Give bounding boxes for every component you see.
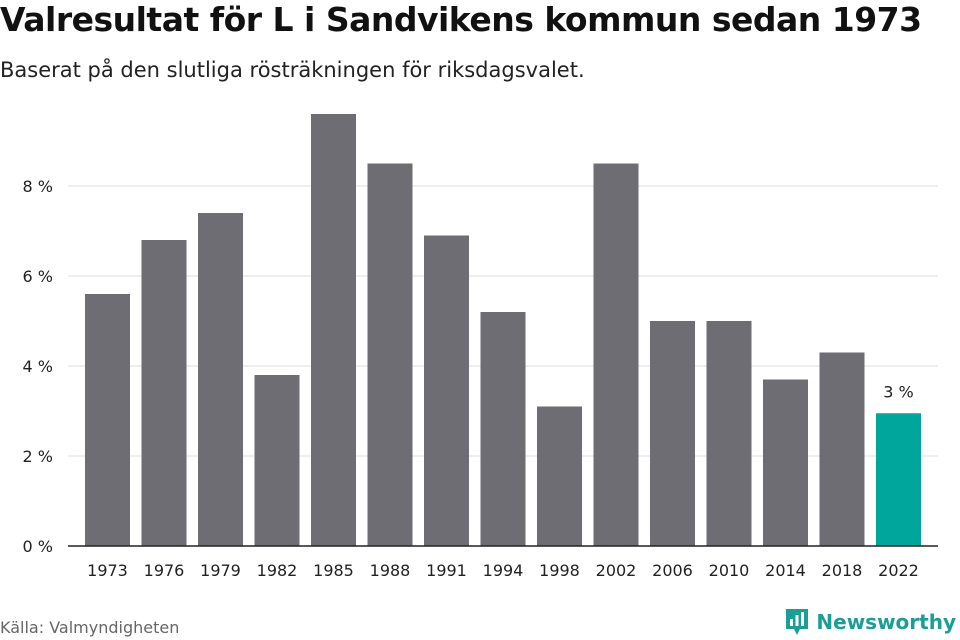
source-note: Källa: Valmyndigheten [0,618,180,637]
y-tick-label: 8 % [23,177,53,196]
bar-chart-logo-icon [786,609,809,635]
page-title: Valresultat för L i Sandvikens kommun se… [0,0,922,39]
y-tick-label: 0 % [23,537,53,556]
x-tick-label: 1973 [87,561,128,580]
bar-1979 [198,213,243,546]
bar-2022 [876,413,921,546]
x-tick-label: 1979 [200,561,241,580]
x-tick-label: 2014 [765,561,806,580]
bar-chart: 0 % 2 % 4 % 6 % 8 % 1973 1976 1979 1982 1985 1988 1… [23,114,938,580]
x-tick-label: 2018 [822,561,863,580]
bar-2002 [593,163,639,546]
bar-1994 [480,312,526,546]
x-tick-label: 1976 [144,561,185,580]
x-tick-label: 1991 [426,561,467,580]
bar-1982 [254,375,300,546]
bar-2006 [650,321,695,546]
x-tick-label: 1985 [313,561,354,580]
y-tick-label: 2 % [23,447,53,466]
x-tick-label: 1982 [257,561,298,580]
x-tick-label: 1988 [370,561,411,580]
bar-1985 [311,114,356,546]
bar-1998 [537,406,582,546]
x-tick-label: 2002 [596,561,637,580]
x-tick-label: 2022 [878,561,919,580]
page-subtitle: Baserat på den slutliga rösträkningen fö… [0,58,585,82]
bar-2014 [763,379,808,546]
brand-logo: Newsworthy [784,607,956,637]
bar-1973 [85,294,130,546]
data-label: 3 % [883,382,913,401]
x-tick-label: 1994 [483,561,524,580]
y-tick-label: 6 % [23,267,53,286]
brand-name: Newsworthy [816,610,956,634]
y-tick-label: 4 % [23,357,53,376]
bar-2018 [819,352,865,546]
bar-1988 [367,163,413,546]
bar-2010 [706,321,752,546]
x-tick-label: 1998 [539,561,580,580]
bar-1991 [424,235,469,546]
x-tick-label: 2006 [652,561,693,580]
bar-1976 [141,240,187,546]
x-tick-label: 2010 [709,561,750,580]
